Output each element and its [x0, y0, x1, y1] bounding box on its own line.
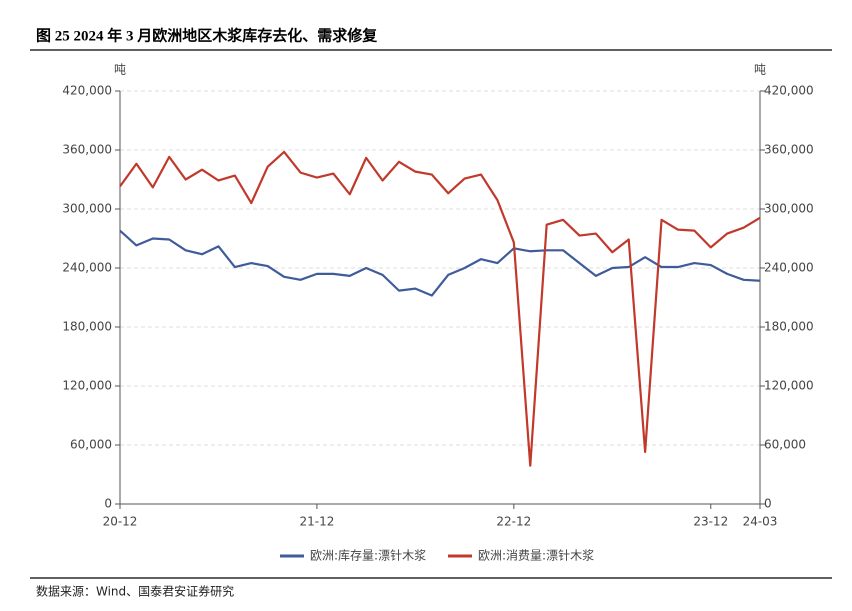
y2-tick-label: 0: [764, 497, 772, 511]
y-tick-label: 300,000: [62, 202, 112, 216]
series-line: [119, 229, 761, 297]
legend-label: 欧洲:消费量:漂针木浆: [478, 548, 594, 563]
y2-tick-label: 300,000: [764, 202, 814, 216]
x-tick-label: 23-12: [693, 515, 728, 529]
y2-tick-label: 180,000: [764, 320, 814, 334]
y2-tick-label: 240,000: [764, 261, 814, 275]
y-tick-label: 360,000: [62, 143, 112, 157]
x-tick-label: 21-12: [299, 515, 334, 529]
y-tick-label: 0: [104, 497, 112, 511]
y2-tick-label: 60,000: [764, 438, 806, 452]
y-tick-label: 240,000: [62, 261, 112, 275]
y2-unit: 吨: [754, 63, 766, 77]
source: 数据来源：Wind、国泰君安证券研究: [36, 584, 234, 599]
legend-label: 欧洲:库存量:漂针木浆: [310, 548, 426, 563]
y-unit: 吨: [114, 63, 126, 77]
y2-tick-label: 360,000: [764, 143, 814, 157]
y-tick-label: 180,000: [62, 320, 112, 334]
y-tick-label: 420,000: [62, 84, 112, 98]
y2-tick-label: 120,000: [764, 379, 814, 393]
y-tick-label: 120,000: [62, 379, 112, 393]
y2-tick-label: 420,000: [764, 84, 814, 98]
y-tick-label: 60,000: [70, 438, 112, 452]
x-tick-label: 24-03: [743, 515, 778, 529]
series-line: [119, 150, 761, 467]
x-tick-label: 22-12: [496, 515, 531, 529]
x-tick-label: 20-12: [103, 515, 138, 529]
chart-title: 图 25 2024 年 3 月欧洲地区木浆库存去化、需求修复: [36, 26, 378, 44]
